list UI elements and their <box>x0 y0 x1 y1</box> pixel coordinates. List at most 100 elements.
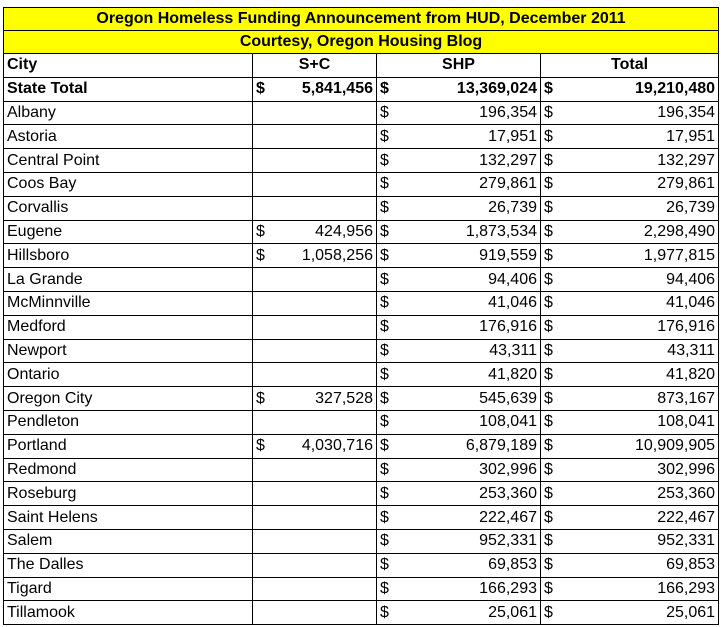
total-cell: $41,046 <box>539 290 720 316</box>
sc-cell <box>252 528 377 554</box>
city-cell: Coos Bay <box>3 171 253 197</box>
shp-cell: $41,820 <box>376 362 541 388</box>
shp-value: 6,879,189 <box>465 437 537 455</box>
state-total-sc: $5,841,456 <box>252 76 377 102</box>
currency-symbol: $ <box>544 341 553 359</box>
funding-sheet: Oregon Homeless Funding Announcement fro… <box>2 7 720 626</box>
city-cell: Redmond <box>3 457 253 483</box>
shp-value: 17,951 <box>488 127 537 145</box>
table-row: Central Point $132,297 $132,297 <box>3 148 720 173</box>
sc-cell <box>252 505 377 530</box>
shp-value: 94,406 <box>488 270 537 288</box>
currency-symbol: $ <box>380 199 389 217</box>
city-cell: Portland <box>3 433 253 459</box>
shp-value: 1,873,534 <box>465 222 537 240</box>
table-row: Salem $952,331 $952,331 <box>3 528 720 554</box>
shp-value: 952,331 <box>479 532 537 550</box>
shp-value: 108,041 <box>479 413 537 431</box>
shp-cell: $69,853 <box>376 552 541 578</box>
city-cell: Oregon City <box>3 386 253 411</box>
state-total-row: State Total $5,841,456 $13,369,024 $19,2… <box>3 76 720 102</box>
shp-value: 166,293 <box>479 579 537 597</box>
total-value: 25,061 <box>666 603 716 621</box>
currency-symbol: $ <box>380 127 389 145</box>
currency-symbol: $ <box>544 222 553 240</box>
total-cell: $26,739 <box>539 195 720 221</box>
sc-cell <box>252 124 377 150</box>
shp-value: 253,360 <box>479 484 537 502</box>
currency-symbol: $ <box>256 389 265 407</box>
total-value: 1,977,815 <box>643 246 716 264</box>
table-row: Roseburg $253,360 $253,360 <box>3 481 720 507</box>
table-row: The Dalles $69,853 $69,853 <box>3 552 720 578</box>
total-value: 873,167 <box>657 389 716 407</box>
column-header-city: City <box>3 53 253 78</box>
shp-value: 41,820 <box>488 365 537 383</box>
currency-symbol: $ <box>544 365 553 383</box>
city-cell: McMinnville <box>3 290 253 316</box>
subtitle-row: Courtesy, Oregon Housing Blog <box>2 30 720 54</box>
currency-symbol: $ <box>544 413 553 431</box>
city-cell: The Dalles <box>3 552 253 578</box>
total-cell: $253,360 <box>539 481 720 507</box>
column-header-shp: SHP <box>376 53 541 78</box>
shp-cell: $17,951 <box>376 124 541 150</box>
shp-cell: $952,331 <box>376 528 541 554</box>
title-row: Oregon Homeless Funding Announcement fro… <box>2 7 720 31</box>
currency-symbol: $ <box>544 127 553 145</box>
sc-cell <box>252 481 377 507</box>
currency-symbol: $ <box>380 437 389 455</box>
shp-cell: $1,873,534 <box>376 219 541 245</box>
shp-cell: $166,293 <box>376 576 541 602</box>
currency-symbol: $ <box>380 318 389 336</box>
currency-symbol: $ <box>256 246 265 264</box>
currency-symbol: $ <box>544 484 553 502</box>
sc-cell: $4,030,716 <box>252 433 377 459</box>
total-cell: $222,467 <box>539 505 720 530</box>
shp-value: 132,297 <box>479 151 537 169</box>
city-cell: Central Point <box>3 148 253 173</box>
shp-cell: $108,041 <box>376 409 541 435</box>
shp-value: 545,639 <box>479 389 537 407</box>
sc-value: 424,956 <box>315 222 373 240</box>
currency-symbol: $ <box>380 294 389 312</box>
currency-symbol: $ <box>380 389 389 407</box>
shp-value: 69,853 <box>488 556 537 574</box>
table-row: Tigard $166,293 $166,293 <box>3 576 720 602</box>
total-value: 952,331 <box>657 532 716 550</box>
total-cell: $166,293 <box>539 576 720 602</box>
city-cell: Pendleton <box>3 409 253 435</box>
table-row: Oregon City $327,528 $545,639 $873,167 <box>3 386 720 411</box>
table-row: Eugene $424,956 $1,873,534 $2,298,490 <box>3 219 720 245</box>
city-cell: Ontario <box>3 362 253 388</box>
currency-symbol: $ <box>544 532 553 550</box>
state-total-shp: $13,369,024 <box>376 76 541 102</box>
total-value: 108,041 <box>657 413 716 431</box>
shp-value: 41,046 <box>488 294 537 312</box>
sc-cell: $1,058,256 <box>252 243 377 269</box>
table-row: Newport $43,311 $43,311 <box>3 338 720 364</box>
total-cell: $279,861 <box>539 171 720 197</box>
shp-cell: $176,916 <box>376 314 541 340</box>
sc-value: 1,058,256 <box>301 246 373 264</box>
shp-cell: $43,311 <box>376 338 541 364</box>
shp-cell: $545,639 <box>376 386 541 411</box>
currency-symbol: $ <box>380 484 389 502</box>
currency-symbol: $ <box>544 437 553 455</box>
currency-symbol: $ <box>544 80 553 98</box>
city-cell: Saint Helens <box>3 505 253 530</box>
table-row: Corvallis $26,739 $26,739 <box>3 195 720 221</box>
total-value: 43,311 <box>667 341 716 359</box>
currency-symbol: $ <box>380 151 389 169</box>
currency-symbol: $ <box>544 508 553 526</box>
shp-cell: $302,996 <box>376 457 541 483</box>
table-row: Ontario $41,820 $41,820 <box>3 362 720 388</box>
sc-cell <box>252 148 377 173</box>
city-cell: Salem <box>3 528 253 554</box>
column-header-total: Total <box>539 53 720 78</box>
total-value: 196,354 <box>657 103 716 121</box>
shp-cell: $196,354 <box>376 100 541 126</box>
currency-symbol: $ <box>380 579 389 597</box>
sc-cell <box>252 552 377 578</box>
table-row: Saint Helens $222,467 $222,467 <box>3 505 720 530</box>
